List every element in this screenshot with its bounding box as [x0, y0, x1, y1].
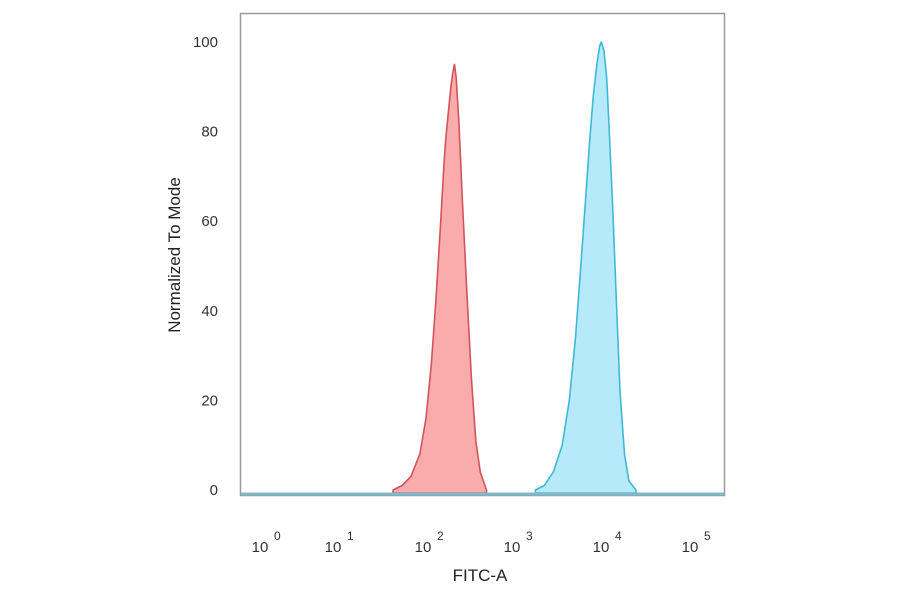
x-tick-label: 10 [325, 539, 342, 556]
plot-area [239, 12, 726, 497]
y-tick-label: 100 [193, 34, 218, 51]
histogram-stained [534, 41, 637, 494]
x-tick-exponent: 5 [704, 529, 711, 543]
y-tick-label: 80 [201, 124, 218, 141]
x-tick-exponent: 2 [437, 529, 444, 543]
x-axis-ticks: 10 0 10 1 10 2 10 3 10 4 10 5 [252, 529, 711, 556]
x-tick-label: 10 [415, 539, 432, 556]
histogram-control [392, 63, 488, 494]
x-axis-label: FITC-A [453, 566, 508, 585]
series-layer [392, 41, 637, 494]
y-tick-label: 0 [210, 482, 218, 499]
x-tick-exponent: 0 [274, 529, 281, 543]
x-tick-label: 10 [593, 539, 610, 556]
y-axis-ticks: 0 20 40 60 80 100 [193, 34, 218, 499]
x-tick-label: 10 [504, 539, 521, 556]
x-tick-label: 10 [252, 539, 269, 556]
x-tick-exponent: 1 [347, 529, 354, 543]
x-tick-label: 10 [682, 539, 699, 556]
x-tick-exponent: 4 [615, 529, 622, 543]
y-axis-label: Normalized To Mode [165, 177, 184, 333]
y-tick-label: 20 [201, 392, 218, 409]
y-tick-label: 40 [201, 303, 218, 320]
y-tick-label: 60 [201, 213, 218, 230]
x-tick-exponent: 3 [526, 529, 533, 543]
